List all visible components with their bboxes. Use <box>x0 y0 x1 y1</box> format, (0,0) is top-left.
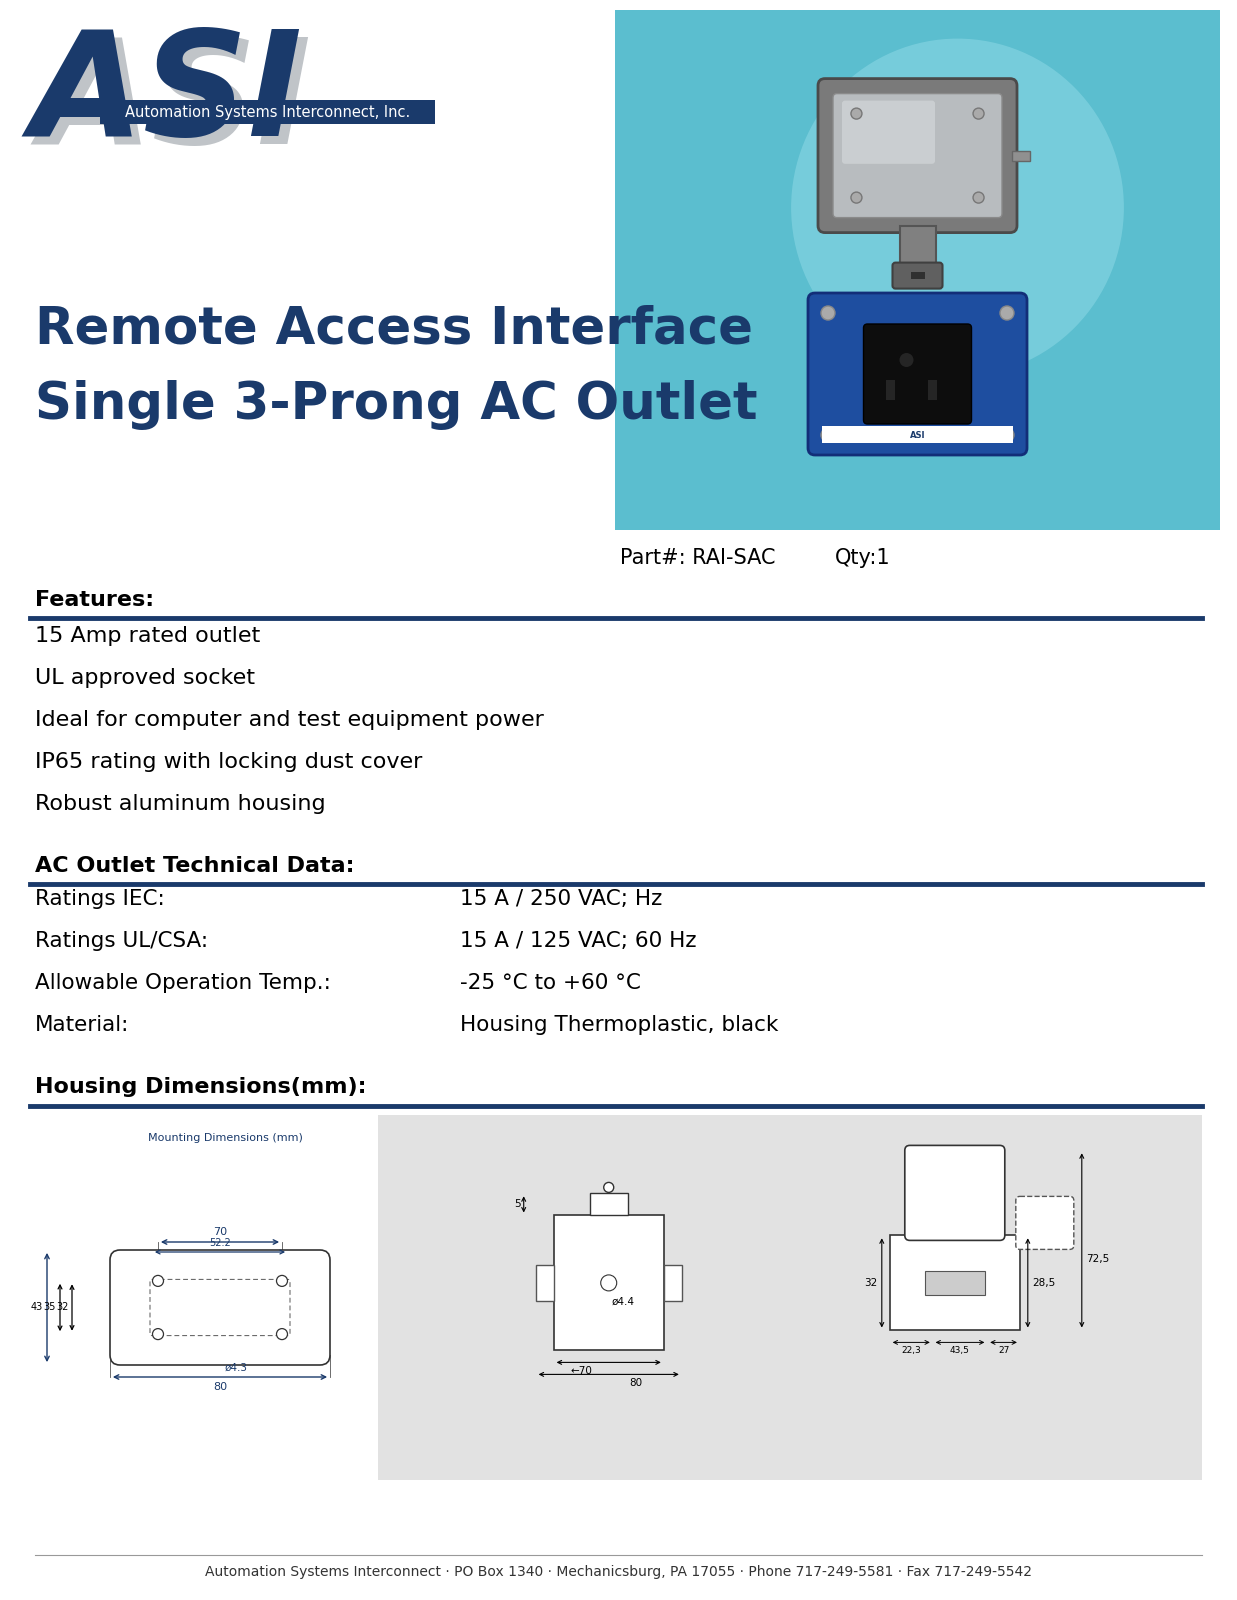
Text: 27: 27 <box>998 1347 1009 1355</box>
Text: Material:: Material: <box>35 1014 130 1035</box>
Circle shape <box>277 1328 287 1339</box>
Text: 43: 43 <box>31 1302 43 1312</box>
Bar <box>899 226 935 266</box>
Text: 80: 80 <box>630 1379 643 1389</box>
Text: 35: 35 <box>43 1302 56 1312</box>
Text: Mounting Dimensions (mm): Mounting Dimensions (mm) <box>147 1133 302 1142</box>
Circle shape <box>999 306 1014 320</box>
Text: 70: 70 <box>213 1227 228 1237</box>
Text: 32: 32 <box>865 1278 878 1288</box>
Text: 80: 80 <box>213 1382 228 1392</box>
Text: 72,5: 72,5 <box>1086 1254 1110 1264</box>
Text: 52.2: 52.2 <box>209 1238 231 1248</box>
Text: UL approved socket: UL approved socket <box>35 669 255 688</box>
Bar <box>889 1235 1019 1331</box>
Bar <box>35 1115 375 1480</box>
Bar <box>615 10 1220 530</box>
Bar <box>100 99 435 125</box>
Text: Ratings IEC:: Ratings IEC: <box>35 890 165 909</box>
Text: AC Outlet Technical Data:: AC Outlet Technical Data: <box>35 856 355 877</box>
Circle shape <box>152 1275 163 1286</box>
Text: 15 A / 250 VAC; Hz: 15 A / 250 VAC; Hz <box>460 890 662 909</box>
Circle shape <box>899 354 913 366</box>
Text: 22,3: 22,3 <box>902 1347 922 1355</box>
Text: 32: 32 <box>57 1302 69 1312</box>
Text: 5: 5 <box>515 1200 521 1210</box>
Text: ASI: ASI <box>30 24 302 165</box>
Bar <box>664 1266 682 1301</box>
Text: Automation Systems Interconnect, Inc.: Automation Systems Interconnect, Inc. <box>125 104 411 120</box>
Text: 43,5: 43,5 <box>950 1347 970 1355</box>
Text: ø4.3: ø4.3 <box>225 1363 247 1373</box>
Bar <box>910 272 924 278</box>
Text: Part#: RAI-SAC: Part#: RAI-SAC <box>620 547 776 568</box>
Text: Remote Access Interface: Remote Access Interface <box>35 306 753 355</box>
Circle shape <box>277 1275 287 1286</box>
Circle shape <box>601 1275 617 1291</box>
Text: ASI: ASI <box>909 430 925 440</box>
Text: -25 °C to +60 °C: -25 °C to +60 °C <box>460 973 641 994</box>
Bar <box>928 379 936 400</box>
Bar <box>590 1194 627 1216</box>
FancyBboxPatch shape <box>1016 1197 1074 1250</box>
FancyBboxPatch shape <box>808 293 1027 454</box>
Text: Single 3-Prong AC Outlet: Single 3-Prong AC Outlet <box>35 379 757 430</box>
Text: Features:: Features: <box>35 590 155 610</box>
FancyBboxPatch shape <box>904 1146 1004 1240</box>
Circle shape <box>999 427 1014 442</box>
Text: Automation Systems Interconnect · PO Box 1340 · Mechanicsburg, PA 17055 · Phone : Automation Systems Interconnect · PO Box… <box>205 1565 1032 1579</box>
Circle shape <box>974 109 985 118</box>
FancyBboxPatch shape <box>863 323 971 424</box>
Circle shape <box>851 192 862 203</box>
FancyBboxPatch shape <box>842 101 935 163</box>
Text: 15 Amp rated outlet: 15 Amp rated outlet <box>35 626 260 646</box>
Circle shape <box>604 1182 614 1192</box>
Circle shape <box>851 109 862 118</box>
FancyBboxPatch shape <box>818 78 1017 232</box>
Circle shape <box>821 427 835 442</box>
Bar <box>1012 150 1030 160</box>
Text: Ideal for computer and test equipment power: Ideal for computer and test equipment po… <box>35 710 544 730</box>
Circle shape <box>152 1328 163 1339</box>
Text: Robust aluminum housing: Robust aluminum housing <box>35 794 325 814</box>
FancyBboxPatch shape <box>833 93 1002 218</box>
Text: Housing Thermoplastic, black: Housing Thermoplastic, black <box>460 1014 778 1035</box>
Circle shape <box>974 192 985 203</box>
FancyBboxPatch shape <box>110 1250 330 1365</box>
FancyBboxPatch shape <box>893 262 943 288</box>
Text: ø4.4: ø4.4 <box>612 1298 635 1307</box>
Text: ASI: ASI <box>40 34 312 174</box>
Bar <box>536 1266 554 1301</box>
Text: Housing Dimensions(mm):: Housing Dimensions(mm): <box>35 1077 366 1098</box>
Text: ←70: ←70 <box>570 1366 593 1376</box>
Ellipse shape <box>792 38 1124 376</box>
Bar <box>925 1270 985 1294</box>
Circle shape <box>821 306 835 320</box>
Bar <box>823 426 1013 443</box>
Bar <box>379 1115 1202 1480</box>
Text: Allowable Operation Temp.:: Allowable Operation Temp.: <box>35 973 330 994</box>
Text: Ratings UL/CSA:: Ratings UL/CSA: <box>35 931 208 950</box>
Bar <box>841 150 858 160</box>
Text: Qty:1: Qty:1 <box>835 547 891 568</box>
Bar <box>886 379 894 400</box>
Bar <box>554 1216 664 1350</box>
Text: 28,5: 28,5 <box>1032 1278 1055 1288</box>
Text: 15 A / 125 VAC; 60 Hz: 15 A / 125 VAC; 60 Hz <box>460 931 696 950</box>
Text: IP65 rating with locking dust cover: IP65 rating with locking dust cover <box>35 752 422 773</box>
